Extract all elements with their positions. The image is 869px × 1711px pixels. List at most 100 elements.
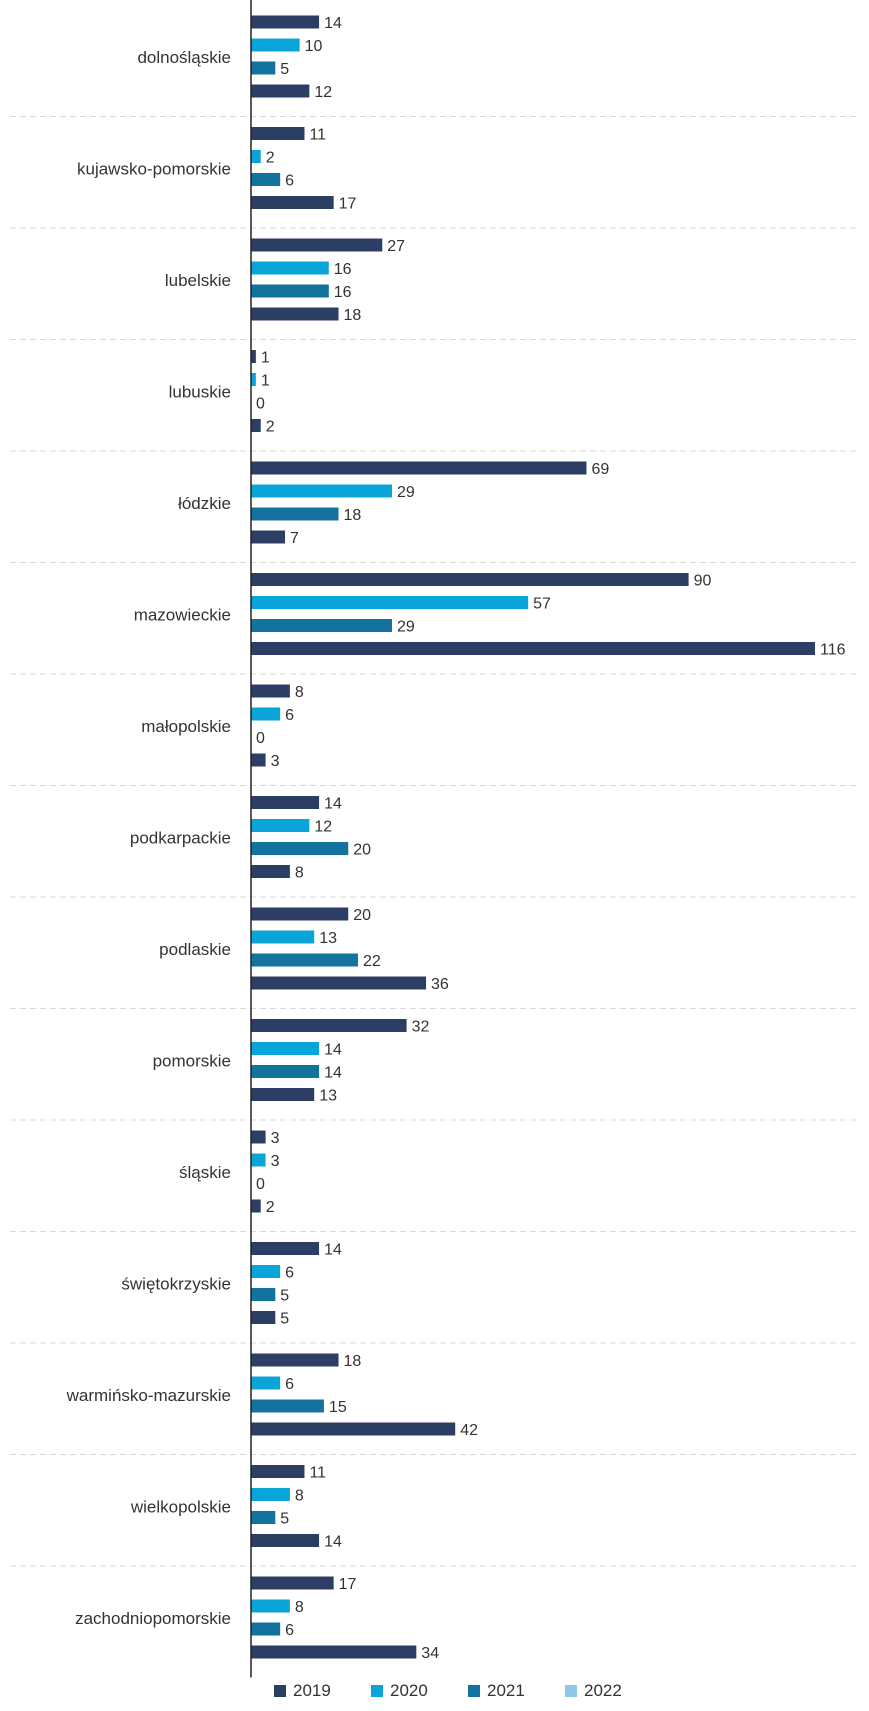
bar-2022 xyxy=(251,196,334,209)
bar-2020 xyxy=(251,1265,281,1278)
bar-2020 xyxy=(251,930,315,944)
legend: 2019 2020 2021 2022 xyxy=(274,1681,622,1700)
legend-label: 2019 xyxy=(293,1681,331,1700)
value-label: 69 xyxy=(591,461,609,478)
bar-2021 xyxy=(251,173,281,186)
bar-2021 xyxy=(251,61,276,75)
bar-2022 xyxy=(251,642,815,655)
bar-2019 xyxy=(251,684,290,698)
value-label: 0 xyxy=(256,396,265,413)
bar-2019 xyxy=(251,1130,266,1144)
value-label: 13 xyxy=(319,930,337,947)
bar-2019 xyxy=(251,238,383,252)
value-label: 8 xyxy=(295,865,304,882)
value-label: 16 xyxy=(334,284,352,301)
category-label: wielkopolskie xyxy=(130,1498,231,1517)
bar-2020 xyxy=(251,1153,266,1167)
bar-2021 xyxy=(251,1288,276,1301)
value-label: 14 xyxy=(324,1042,342,1059)
bar-2020 xyxy=(251,484,392,498)
category-separators xyxy=(10,116,860,1567)
value-label: 6 xyxy=(285,173,294,190)
value-label: 18 xyxy=(344,307,362,324)
bar-2021 xyxy=(251,842,349,855)
value-label: 32 xyxy=(412,1019,430,1036)
bar-2019 xyxy=(251,1353,339,1367)
category-label: świętokrzyskie xyxy=(121,1275,231,1294)
bar-2019 xyxy=(251,907,349,921)
bar-2019 xyxy=(251,461,587,475)
value-label: 8 xyxy=(295,1599,304,1616)
bar-2022 xyxy=(251,307,339,321)
category-label: dolnośląskie xyxy=(137,48,231,67)
bar-2019 xyxy=(251,1576,334,1590)
bar-2019 xyxy=(251,1019,407,1032)
bar-2022 xyxy=(251,865,290,878)
value-label: 6 xyxy=(285,1376,294,1393)
value-label: 14 xyxy=(324,1065,342,1082)
legend-swatch-2020 xyxy=(371,1685,383,1697)
value-label: 7 xyxy=(290,530,299,547)
value-label: 2 xyxy=(266,1199,275,1216)
value-label: 20 xyxy=(353,907,371,924)
bar-2022 xyxy=(251,753,266,767)
value-label: 8 xyxy=(295,1488,304,1505)
category-label: zachodniopomorskie xyxy=(75,1609,231,1628)
value-label: 5 xyxy=(280,1311,289,1328)
bars-group xyxy=(251,15,815,1659)
bar-2022 xyxy=(251,1422,456,1436)
bar-2022 xyxy=(251,84,310,98)
value-label: 57 xyxy=(533,596,551,613)
legend-swatch-2019 xyxy=(274,1685,286,1697)
bar-2020 xyxy=(251,38,300,52)
bar-2020 xyxy=(251,373,256,386)
category-label: pomorskie xyxy=(153,1052,231,1071)
value-label: 36 xyxy=(431,976,449,993)
bar-2020 xyxy=(251,1042,320,1055)
bar-2021 xyxy=(251,284,329,298)
category-label: kujawsko-pomorskie xyxy=(77,160,231,179)
value-label: 14 xyxy=(324,1242,342,1259)
category-label: lubuskie xyxy=(169,383,231,402)
value-labels: 1410512112617271616181102692918790572911… xyxy=(256,15,846,1662)
value-label: 90 xyxy=(694,573,712,590)
category-label: podkarpackie xyxy=(130,829,231,848)
legend-label: 2022 xyxy=(584,1681,622,1700)
bar-2022 xyxy=(251,1645,417,1659)
bar-2021 xyxy=(251,953,358,967)
legend-swatch-2022 xyxy=(565,1685,577,1697)
value-label: 16 xyxy=(334,261,352,278)
value-label: 2 xyxy=(266,419,275,436)
bar-2020 xyxy=(251,150,261,163)
value-label: 22 xyxy=(363,953,381,970)
bar-2019 xyxy=(251,127,305,140)
value-label: 11 xyxy=(309,127,326,144)
value-label: 27 xyxy=(387,238,405,255)
category-label: lubelskie xyxy=(165,271,231,290)
legend-label: 2020 xyxy=(390,1681,428,1700)
value-label: 3 xyxy=(271,1130,280,1147)
value-label: 116 xyxy=(820,642,846,659)
value-label: 5 xyxy=(280,61,289,78)
bar-2021 xyxy=(251,507,339,521)
legend-label: 2021 xyxy=(487,1681,525,1700)
value-label: 15 xyxy=(329,1399,347,1416)
category-label: mazowieckie xyxy=(134,606,231,625)
bar-2019 xyxy=(251,15,320,29)
bar-2021 xyxy=(251,1622,281,1636)
value-label: 0 xyxy=(256,1176,265,1193)
value-label: 3 xyxy=(271,753,280,770)
value-label: 42 xyxy=(460,1422,478,1439)
bar-2022 xyxy=(251,1534,320,1547)
value-label: 18 xyxy=(344,1353,362,1370)
bar-2021 xyxy=(251,1511,276,1524)
legend-swatch-2021 xyxy=(468,1685,480,1697)
bar-2020 xyxy=(251,1376,281,1390)
value-label: 3 xyxy=(271,1153,280,1170)
bar-2019 xyxy=(251,573,689,586)
bar-2021 xyxy=(251,1399,324,1413)
value-label: 11 xyxy=(309,1465,326,1482)
value-label: 29 xyxy=(397,484,415,501)
category-label: małopolskie xyxy=(141,717,231,736)
value-label: 8 xyxy=(295,684,304,701)
